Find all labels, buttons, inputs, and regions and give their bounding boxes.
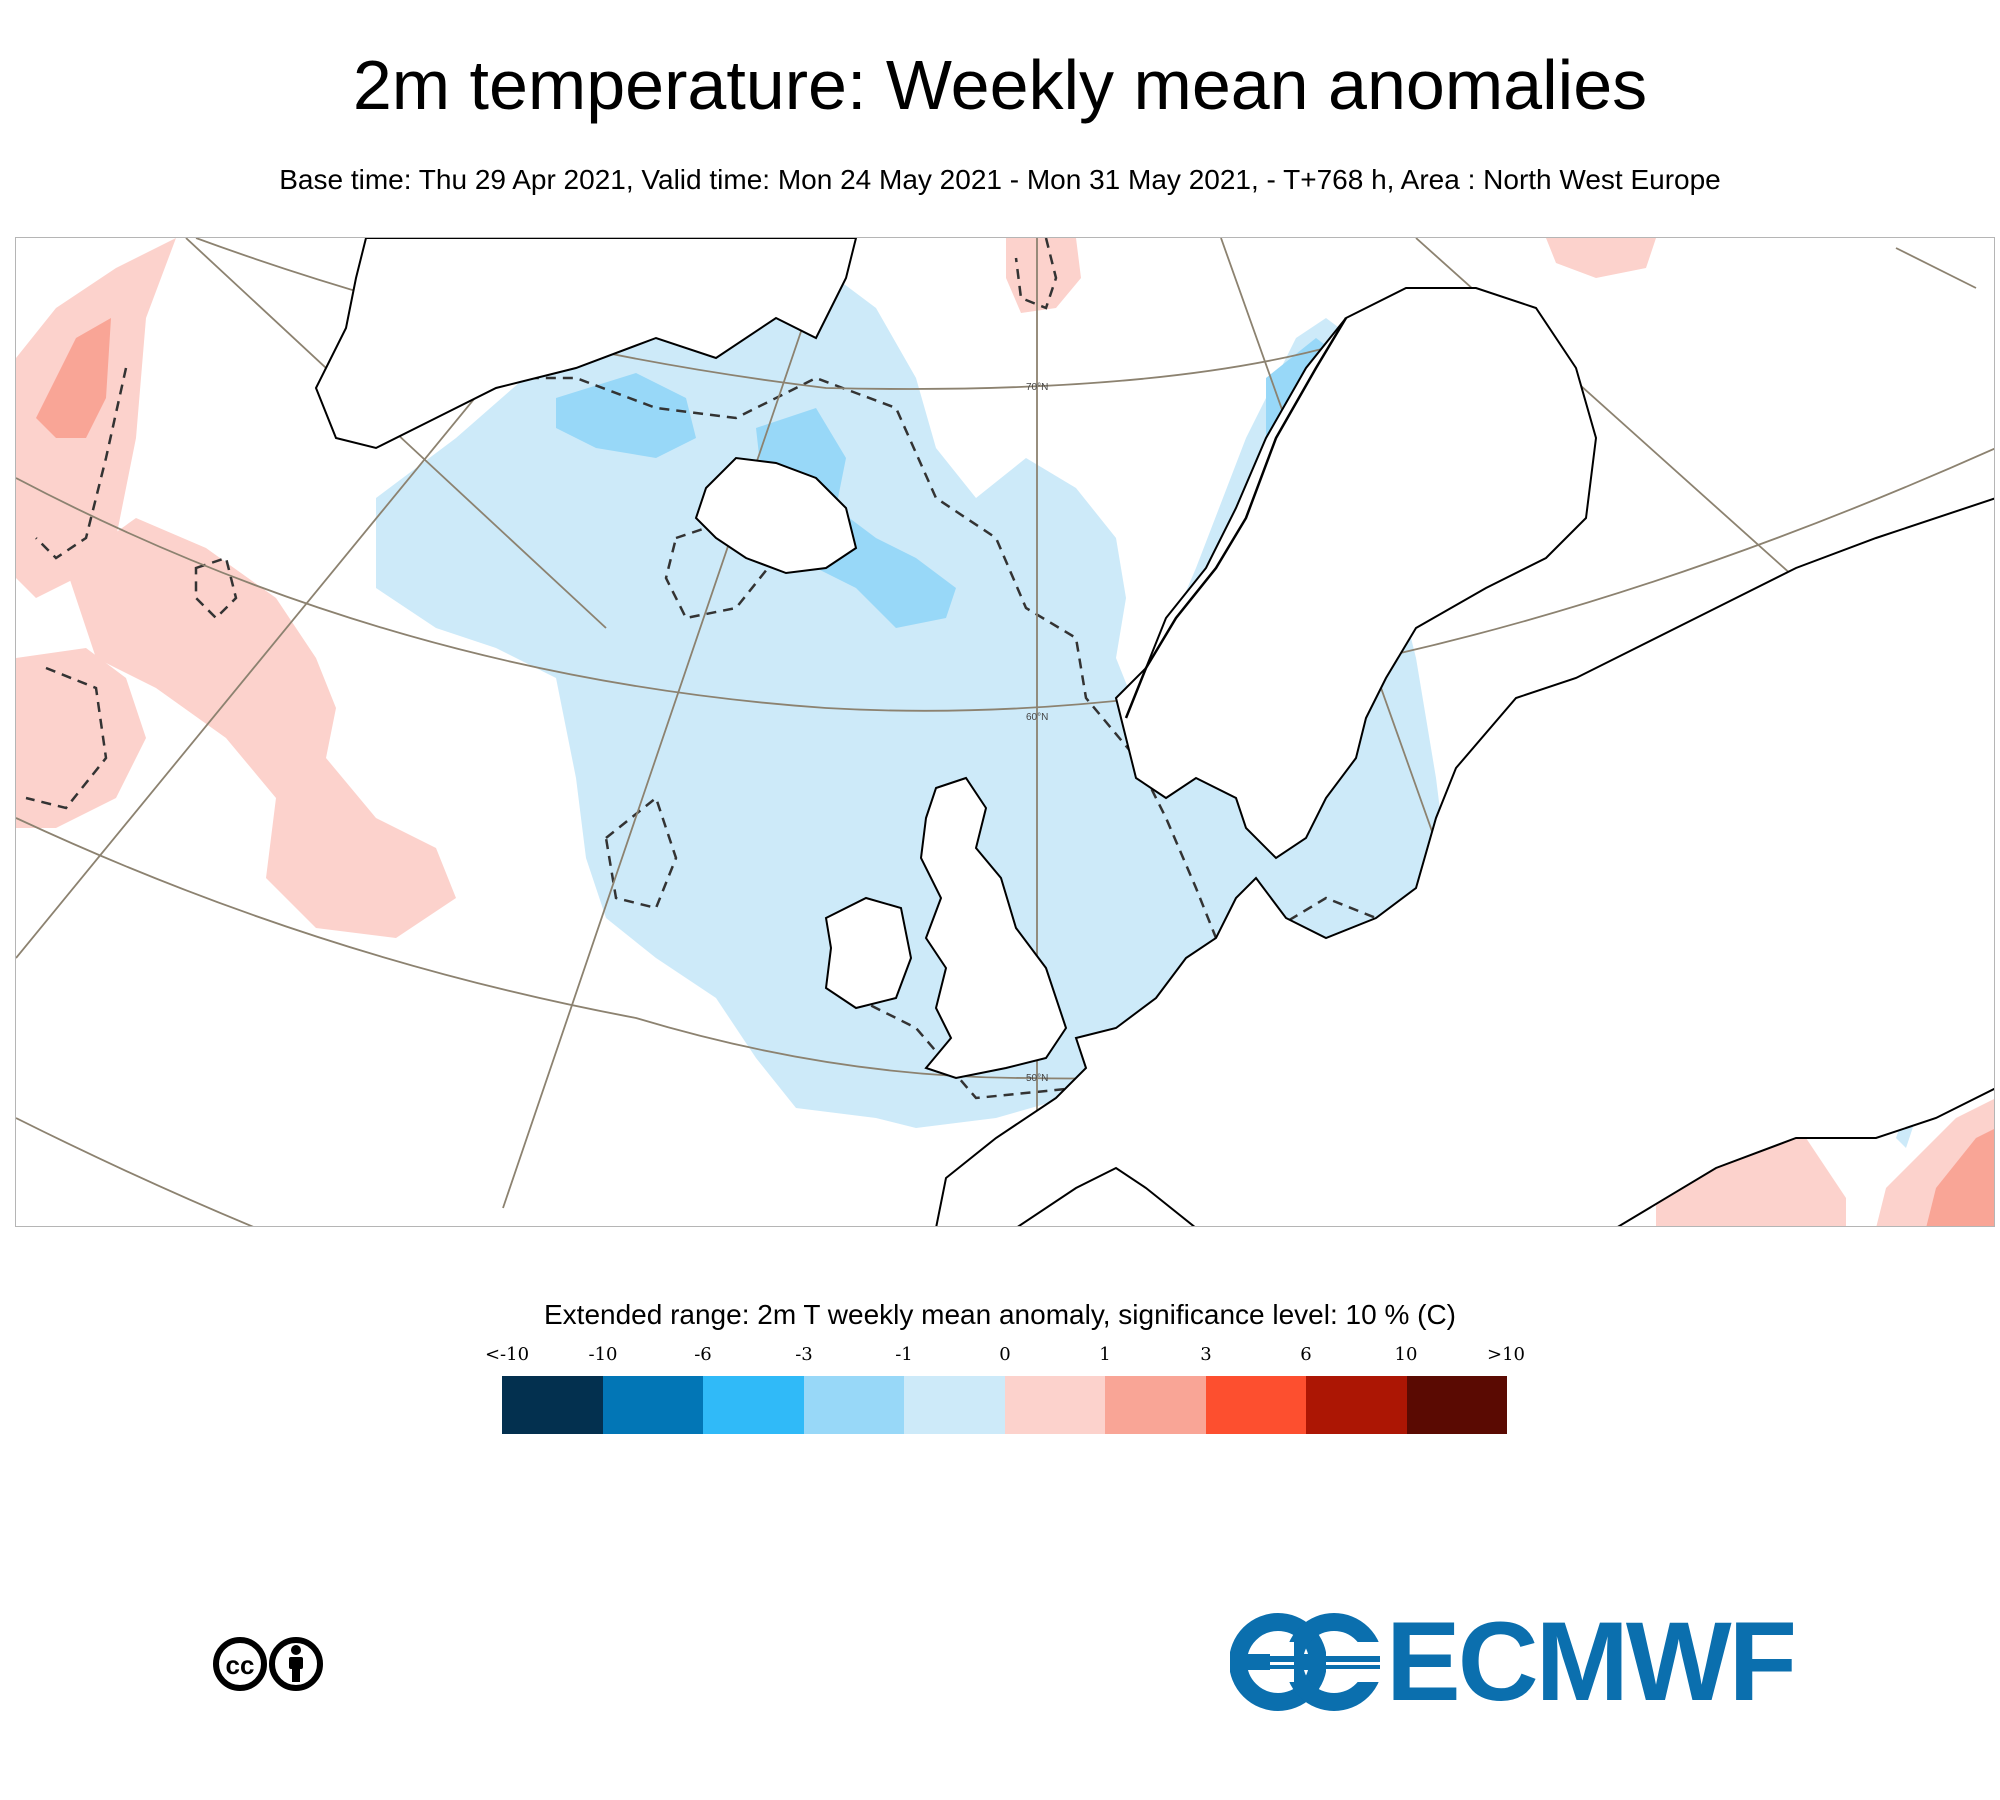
negative-anomaly-area [556,373,696,458]
legend-tick: 0 [999,1344,1011,1365]
meridian-line [1895,247,1977,289]
ecmwf-emblem-icon [1229,1613,1383,1711]
latitude-label-60: 60°N [1026,712,1048,723]
latitude-label-70: 70°N [1026,382,1048,393]
coastline-ireland [824,896,913,1010]
legend-swatch [904,1376,1005,1434]
legend-tick: -3 [795,1344,813,1365]
legend-tick: 6 [1300,1344,1312,1365]
significance-contour [194,556,238,620]
legend-swatch [502,1376,603,1434]
legend-colorbar [502,1376,1507,1434]
legend-tick: >10 [1487,1344,1525,1365]
significance-contour [415,376,1517,1060]
ecmwf-logo-text: ECMWF [1386,1599,1797,1724]
legend-swatch [602,1376,703,1434]
significance-contour [25,666,108,810]
legend-ticks: <-10 -10 -6 -3 -1 0 1 3 6 10 >10 [0,1343,2000,1367]
coastline-continental-europe [935,497,1994,1226]
significance-contour [664,516,778,620]
positive-anomaly-area [36,318,111,438]
positive-anomaly-area [1926,1129,1994,1226]
legend-tick: 3 [1200,1344,1212,1365]
anomaly-map: 70°N 60°N 50°N [16,238,1994,1226]
latitude-label-50: 50°N [1026,1073,1048,1084]
svg-text:cc: cc [226,1650,255,1680]
legend-tick: <-10 [484,1344,530,1365]
legend-tick: -6 [694,1344,712,1365]
coastline-great-britain [919,776,1068,1080]
positive-anomaly-area [1546,238,1656,278]
creative-commons-by-icon: cc [212,1636,324,1692]
positive-anomaly-area [1006,238,1081,313]
coastline-scandinavia [1114,287,1598,860]
legend-tick: 1 [1099,1344,1111,1365]
legend-swatch [1306,1376,1407,1434]
legend-tick: -1 [895,1344,913,1365]
significance-contour [35,367,128,560]
map-subtitle: Base time: Thu 29 Apr 2021, Valid time: … [279,164,1721,195]
coastline-greenland [314,238,858,450]
meridian-line [502,257,827,1209]
legend-swatch [1105,1376,1206,1434]
positive-anomaly-area [16,648,146,828]
legend-tick: 10 [1394,1344,1418,1365]
ecmwf-logo: ECMWF [1229,1599,1800,1724]
map-title: 2m temperature: Weekly mean anomalies [352,46,1648,124]
latitude-line-60 [16,447,1994,712]
positive-anomaly-area [1656,1138,1846,1226]
negative-anomaly-area [756,408,956,628]
legend-swatch [703,1376,804,1434]
positive-anomaly-area [66,518,456,938]
latitude-line-40 [16,1117,254,1226]
legend-swatch [1205,1376,1306,1434]
significance-contour [1014,238,1058,310]
coastline-norway [1124,317,1348,719]
legend-swatch [1406,1376,1507,1434]
legend-title: Extended range: 2m T weekly mean anomaly… [543,1299,1456,1330]
significance-contour [604,795,678,910]
legend-swatch [803,1376,904,1434]
coastline-iceland [694,456,858,575]
legend-tick: -10 [588,1344,618,1365]
map-panel: 70°N 60°N 50°N [15,237,1995,1227]
legend-swatch [1004,1376,1105,1434]
